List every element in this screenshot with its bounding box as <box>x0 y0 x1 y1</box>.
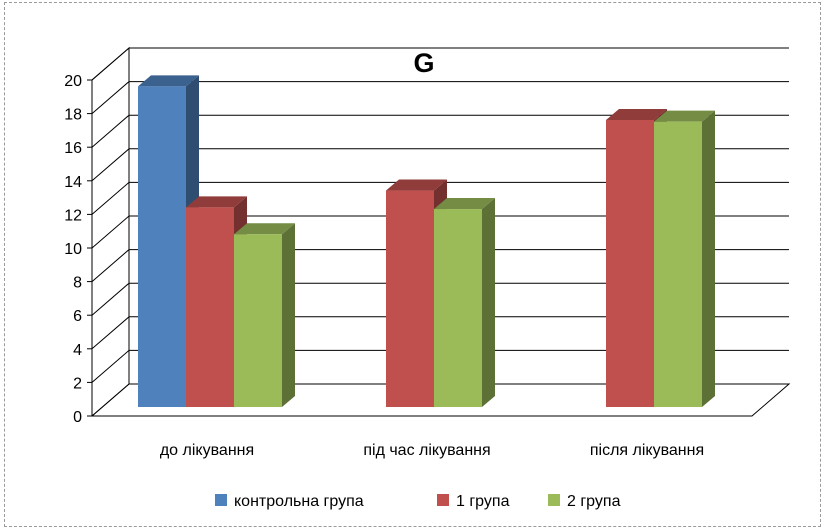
chart-frame <box>4 2 821 527</box>
gridline <box>91 148 789 182</box>
gridline <box>91 81 789 114</box>
y-axis-ticks: 0 2 4 6 8 10 12 14 16 18 20 <box>64 73 93 426</box>
gridline <box>91 114 789 148</box>
y-tick-label: 8 <box>73 275 82 292</box>
legend-item: 2 група <box>548 493 621 510</box>
bars <box>138 75 715 408</box>
bar-front <box>234 234 282 407</box>
bar-side <box>282 223 295 407</box>
x-tick-label: під час лікування <box>363 442 490 459</box>
bar-top <box>234 223 295 235</box>
legend-item: контрольна група <box>215 493 364 510</box>
gridline <box>91 349 789 383</box>
bar-side <box>702 110 715 408</box>
gridline <box>91 215 789 249</box>
bar-top <box>654 110 715 122</box>
x-tick-label: до лікування <box>160 442 254 459</box>
legend-swatch <box>215 494 227 506</box>
x-tick-label: після лікування <box>590 442 704 459</box>
legend-swatch <box>548 494 560 506</box>
bar-top <box>606 109 667 120</box>
y-tick-label: 18 <box>64 107 82 124</box>
x-axis-labels: до лікування під час лікування після лікув… <box>160 442 704 459</box>
legend-label: контрольна група <box>234 493 364 510</box>
bar <box>434 198 495 407</box>
bar <box>654 110 715 408</box>
bar-front <box>606 120 654 407</box>
legend-label: 1 група <box>456 493 510 510</box>
bar-front <box>654 121 702 408</box>
chart-title: G <box>413 48 434 78</box>
y-tick-label: 10 <box>64 241 82 258</box>
y-tick-label: 6 <box>73 308 82 325</box>
bar-side <box>482 198 495 407</box>
bar-top <box>138 75 199 87</box>
legend-item: 1 група <box>437 493 510 510</box>
y-tick-label: 16 <box>64 140 82 157</box>
gridline <box>91 383 789 417</box>
legend-swatch <box>437 494 449 506</box>
gridline <box>91 316 789 350</box>
legend-label: 2 група <box>567 493 621 510</box>
gridline <box>91 282 789 316</box>
y-tick-label: 0 <box>73 409 82 426</box>
y-tick-label: 14 <box>64 174 82 191</box>
bar-front <box>386 190 434 407</box>
gridlines <box>91 47 789 417</box>
gridline <box>91 249 789 282</box>
gridline <box>91 47 789 81</box>
bar-front <box>434 209 482 407</box>
bar-top <box>386 179 447 191</box>
bar-front <box>186 207 234 407</box>
y-tick-label: 12 <box>64 207 82 224</box>
bar-top <box>434 198 495 210</box>
y-tick-label: 4 <box>73 342 82 359</box>
legend: контрольна група 1 група 2 група <box>215 493 621 510</box>
y-tick-label: 2 <box>73 375 82 392</box>
bar <box>234 223 295 407</box>
bar-top <box>186 196 247 208</box>
gridline <box>91 181 789 215</box>
y-tick-label: 20 <box>64 73 82 90</box>
bar-front <box>138 86 186 408</box>
